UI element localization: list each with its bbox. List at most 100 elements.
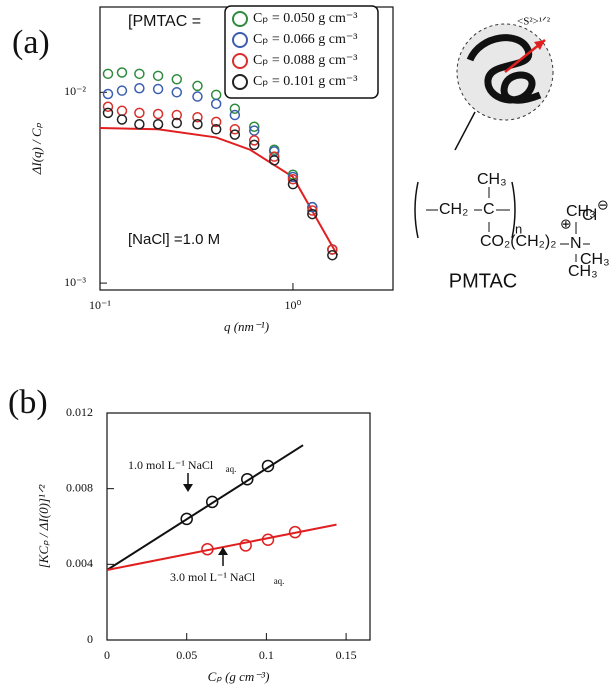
structure-text: CH₃ xyxy=(566,203,596,220)
x-tick-label: 10⁻¹ xyxy=(89,298,111,312)
structure-text: C xyxy=(483,201,495,218)
pointer xyxy=(454,111,476,151)
arrow-head xyxy=(218,547,228,555)
data-point xyxy=(269,151,280,162)
data-point xyxy=(307,208,318,220)
data-point xyxy=(180,512,193,526)
structure-text: N xyxy=(570,235,582,252)
x-axis-label: Cₚ (g cm⁻³) xyxy=(208,669,270,684)
y-tick-label: 0.004 xyxy=(66,556,93,570)
data-point xyxy=(134,107,145,119)
annotation: 1.0 mol L⁻¹ NaCl xyxy=(128,458,214,472)
data-point xyxy=(171,109,183,121)
data-point xyxy=(152,70,164,82)
data-point xyxy=(205,495,219,509)
data-point xyxy=(327,249,338,261)
panel-label: (a) xyxy=(12,24,50,61)
structure-text: CO₂(CH₂)₂ xyxy=(480,233,556,250)
x-tick-label: 0 xyxy=(104,648,110,662)
legend-marker xyxy=(232,32,248,48)
data-point xyxy=(116,67,128,78)
data-point xyxy=(102,107,114,119)
data-point xyxy=(134,83,145,94)
data-point xyxy=(229,124,241,135)
data-point xyxy=(152,83,164,95)
data-point xyxy=(239,539,252,552)
legend-label: Cₚ = 0.050 g cm⁻³ xyxy=(253,11,357,26)
structure-text: CH₃ xyxy=(477,171,507,188)
data-point xyxy=(269,155,280,166)
panel-label: (b) xyxy=(8,384,48,421)
data-point xyxy=(248,135,260,146)
legend-label: Cₚ = 0.066 g cm⁻³ xyxy=(253,32,357,47)
fit-line xyxy=(106,523,337,571)
arrow-head xyxy=(534,40,545,50)
x-axis-label: q (nm⁻¹) xyxy=(224,319,269,334)
structure-text: CH₃ xyxy=(580,251,610,268)
data-point xyxy=(102,68,114,80)
y-tick-label: 10⁻³ xyxy=(64,275,86,289)
data-point xyxy=(248,121,260,132)
data-point xyxy=(210,98,222,110)
data-point xyxy=(241,472,254,486)
legend-marker xyxy=(232,11,248,27)
data-point xyxy=(248,139,260,151)
data-point xyxy=(248,125,260,136)
data-point xyxy=(102,88,114,100)
bracket xyxy=(414,181,516,239)
fit-line xyxy=(106,444,304,571)
data-point xyxy=(201,542,214,556)
legend-label: Cₚ = 0.101 g cm⁻³ xyxy=(253,74,357,89)
data-point xyxy=(171,87,183,98)
data-point xyxy=(171,74,183,85)
data-point xyxy=(116,114,128,125)
legend-label: Cₚ = 0.088 g cm⁻³ xyxy=(253,53,357,68)
legend-box xyxy=(224,5,379,99)
y-tick-label: 0 xyxy=(87,632,93,646)
x-tick-label: 10⁰ xyxy=(285,298,302,312)
size-label: <S²>¹ᐟ² xyxy=(517,16,551,28)
data-point xyxy=(192,80,203,92)
y-axis-label: ΔI(q) / Cₚ xyxy=(29,122,44,175)
structure-text: ⊖ xyxy=(597,197,609,213)
data-point xyxy=(229,103,241,115)
structure-text: ⊕ xyxy=(560,216,572,232)
data-point xyxy=(261,533,275,546)
data-point xyxy=(288,525,302,539)
structure-text: CH₂ xyxy=(439,201,468,218)
legend-marker xyxy=(232,74,248,90)
structure-text: n xyxy=(515,221,522,236)
y-axis-label: [KCₚ / ΔI(0)]¹ᐟ² xyxy=(36,484,51,569)
data-point xyxy=(116,105,128,117)
data-point xyxy=(116,85,128,96)
annotation: 3.0 mol L⁻¹ NaCl xyxy=(170,570,256,584)
data-point xyxy=(134,68,145,80)
annotation: [NaCl] =1.0 M xyxy=(128,231,220,248)
data-point xyxy=(210,124,222,135)
legend-title: [PMTAC = xyxy=(128,13,201,30)
y-tick-label: 0.008 xyxy=(66,480,93,494)
x-tick-label: 0.05 xyxy=(176,648,197,662)
x-tick-label: 0.15 xyxy=(336,648,357,662)
data-point xyxy=(171,117,183,129)
plot-frame xyxy=(106,412,371,641)
annotation-sub: aq. xyxy=(226,464,237,474)
data-point xyxy=(192,91,203,102)
data-point xyxy=(287,174,299,185)
structure-text: CH₃ xyxy=(568,263,598,280)
data-point xyxy=(152,108,164,120)
data-point xyxy=(287,178,299,190)
structure-name: PMTAC xyxy=(449,270,518,292)
data-point xyxy=(152,119,164,130)
x-tick-label: 0.1 xyxy=(259,648,274,662)
data-point xyxy=(192,112,203,123)
structure-text: Cl xyxy=(582,207,597,224)
data-point xyxy=(261,459,275,473)
data-point xyxy=(210,116,222,128)
coil xyxy=(466,34,542,104)
data-point xyxy=(229,109,241,121)
data-point xyxy=(102,101,114,113)
structure: <S²>¹ᐟ² CH₃ CH₂ C n CO₂(CH₂)₂ N ⊕ CH₃ CH… xyxy=(414,16,610,292)
data-point xyxy=(134,119,145,130)
